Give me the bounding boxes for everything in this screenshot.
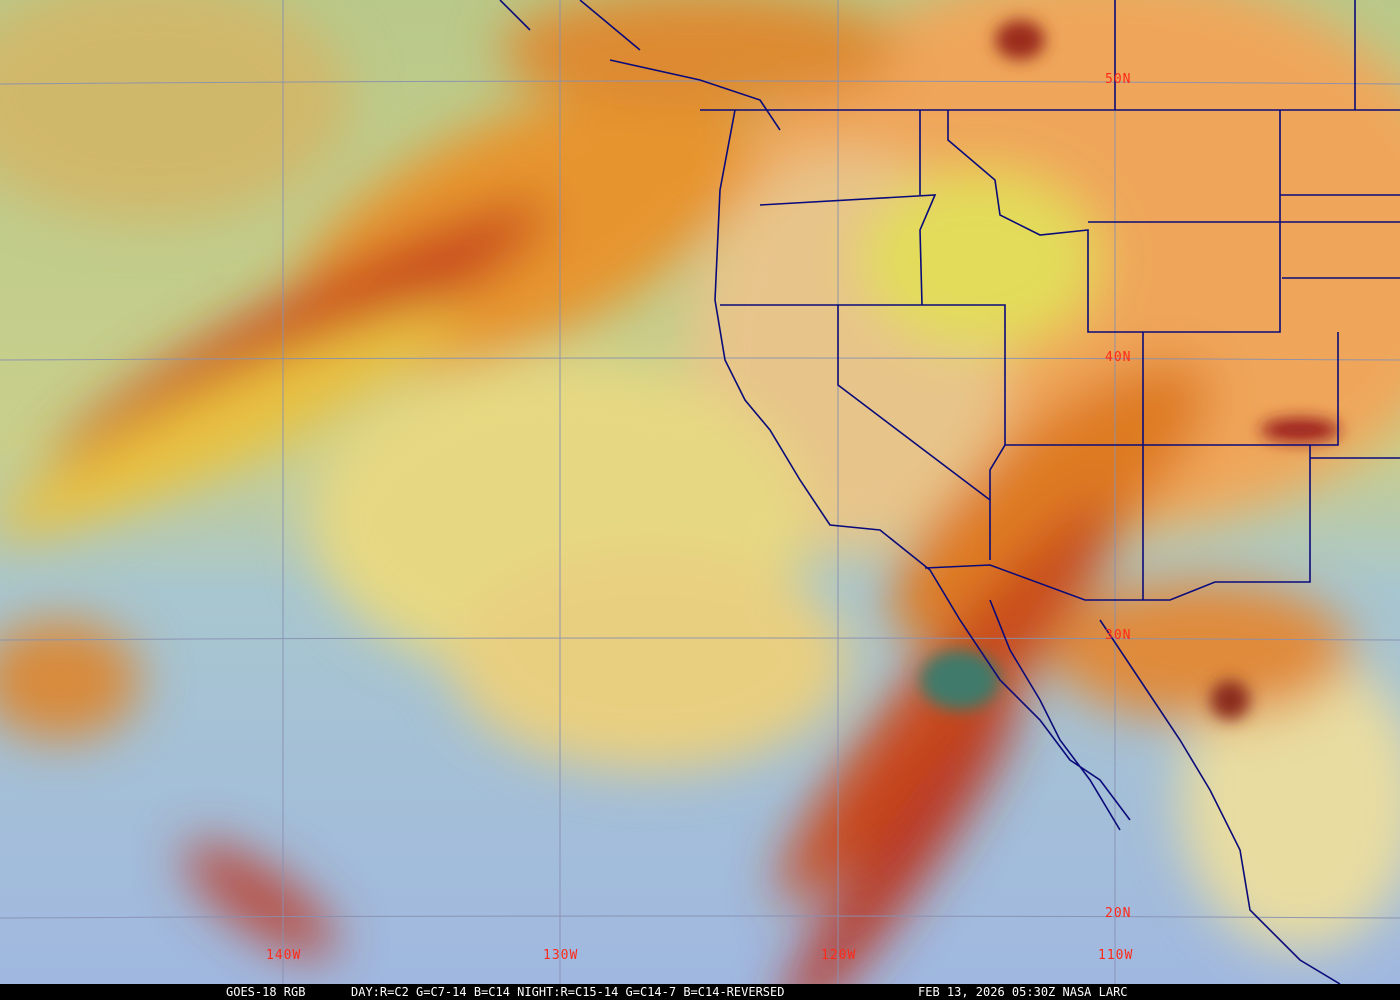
lon-label-140w: 140W xyxy=(266,948,302,963)
dark-cloud-patches xyxy=(920,20,1340,720)
timestamp: FEB 13, 2026 05:30Z NASA LARC xyxy=(918,985,1128,999)
oregon-border xyxy=(759,194,937,306)
lon-label-120w: 120W xyxy=(821,948,857,963)
lon-label-110w: 110W xyxy=(1098,948,1134,963)
canada-coast xyxy=(499,0,781,131)
lat-label-40n: 40N xyxy=(1105,350,1132,365)
lat-label-50n: 50N xyxy=(1105,72,1132,87)
lat-label-30n: 30N xyxy=(1105,628,1132,643)
interior-state-borders xyxy=(919,0,1400,601)
image-caption-bar: GOES-18 RGB DAY:R=C2 G=C7-14 B=C14 NIGHT… xyxy=(0,984,1400,1000)
satellite-name: GOES-18 RGB xyxy=(226,985,306,999)
rgb-recipe: DAY:R=C2 G=C7-14 B=C14 NIGHT:R=C15-14 G=… xyxy=(351,985,785,999)
pacific-coastline xyxy=(714,109,1341,984)
lon-label-130w: 130W xyxy=(543,948,579,963)
political-boundaries xyxy=(499,0,1400,984)
lat-label-20n: 20N xyxy=(1105,906,1132,921)
